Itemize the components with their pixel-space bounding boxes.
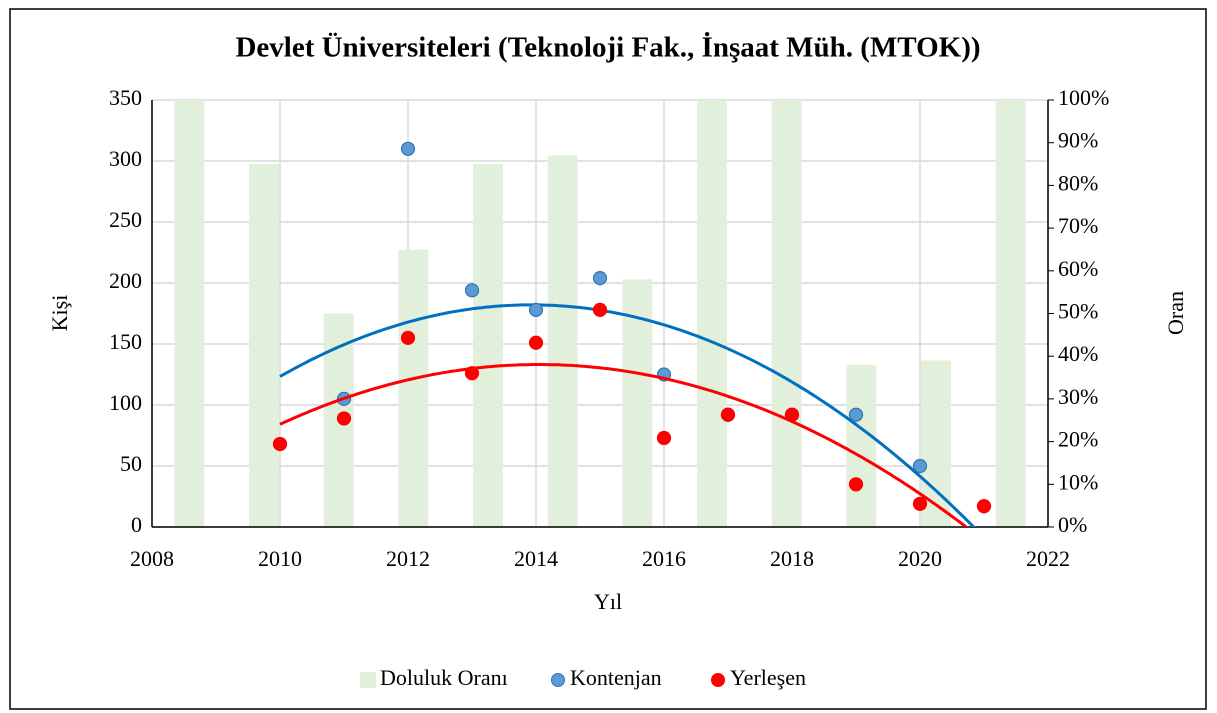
- legend-label: Doluluk Oranı: [380, 665, 508, 690]
- point: [720, 407, 736, 422]
- x-axis-label: Yıl: [594, 589, 622, 614]
- bar: [174, 100, 205, 527]
- x-tick-label: 2012: [386, 546, 430, 571]
- point: [400, 141, 416, 156]
- y-tick-label: 250: [109, 207, 142, 232]
- legend-label: Yerleşen: [730, 665, 806, 690]
- point: [336, 411, 352, 426]
- y-tick-label: 200: [109, 268, 142, 293]
- point: [592, 302, 608, 317]
- x-tick-label: 2008: [130, 546, 174, 571]
- y2-tick-label: 40%: [1058, 341, 1098, 366]
- y2-tick-label: 90%: [1058, 128, 1098, 153]
- point: [400, 330, 416, 345]
- y-tick-label: 100: [109, 390, 142, 415]
- bar: [249, 164, 279, 528]
- y-axis-label: Kişi: [47, 295, 72, 332]
- point: [784, 407, 800, 422]
- point: [848, 407, 864, 422]
- bar: [995, 100, 1026, 527]
- x-tick-label: 2014: [514, 546, 558, 571]
- legend-swatch: [711, 673, 725, 687]
- y2-tick-label: 20%: [1058, 427, 1098, 452]
- point: [272, 436, 288, 452]
- y-tick-label: 350: [109, 85, 142, 110]
- y-tick-label: 0: [131, 512, 142, 537]
- point: [848, 477, 864, 492]
- bar: [697, 100, 727, 527]
- x-tick-label: 2018: [770, 546, 814, 571]
- y2-tick-label: 70%: [1058, 213, 1098, 238]
- legend-swatch: [360, 672, 376, 688]
- y2-tick-label: 100%: [1058, 85, 1109, 110]
- y2-tick-label: 50%: [1058, 299, 1098, 324]
- bar: [398, 249, 429, 527]
- trendline: [279, 363, 969, 527]
- bar: [547, 155, 578, 527]
- bar: [846, 364, 877, 527]
- y-tick-label: 150: [109, 329, 142, 354]
- y2-tick-label: 30%: [1058, 384, 1098, 409]
- point: [528, 335, 544, 350]
- point: [592, 271, 608, 286]
- x-tick-label: 2016: [642, 546, 686, 571]
- bar: [771, 100, 802, 527]
- point: [656, 430, 672, 446]
- y2-tick-label: 0%: [1058, 512, 1087, 537]
- trendline: [279, 303, 976, 527]
- y2-tick-label: 80%: [1058, 170, 1098, 195]
- bar: [473, 164, 503, 528]
- x-tick-label: 2022: [1026, 546, 1070, 571]
- y2-tick-label: 10%: [1058, 469, 1098, 494]
- x-tick-label: 2010: [258, 546, 302, 571]
- y-tick-label: 300: [109, 146, 142, 171]
- point: [912, 496, 928, 511]
- x-tick-label: 2020: [898, 546, 942, 571]
- y2-axis-label: Oran: [1163, 291, 1188, 335]
- point: [976, 499, 992, 514]
- point: [464, 366, 480, 381]
- chart-title: Devlet Üniversiteleri (Teknoloji Fak., İ…: [235, 31, 980, 64]
- y-tick-label: 50: [120, 451, 142, 476]
- point: [912, 458, 928, 474]
- point: [464, 283, 480, 298]
- point: [528, 302, 544, 317]
- legend-swatch: [551, 673, 565, 687]
- y2-tick-label: 60%: [1058, 256, 1098, 281]
- legend-label: Kontenjan: [570, 665, 662, 690]
